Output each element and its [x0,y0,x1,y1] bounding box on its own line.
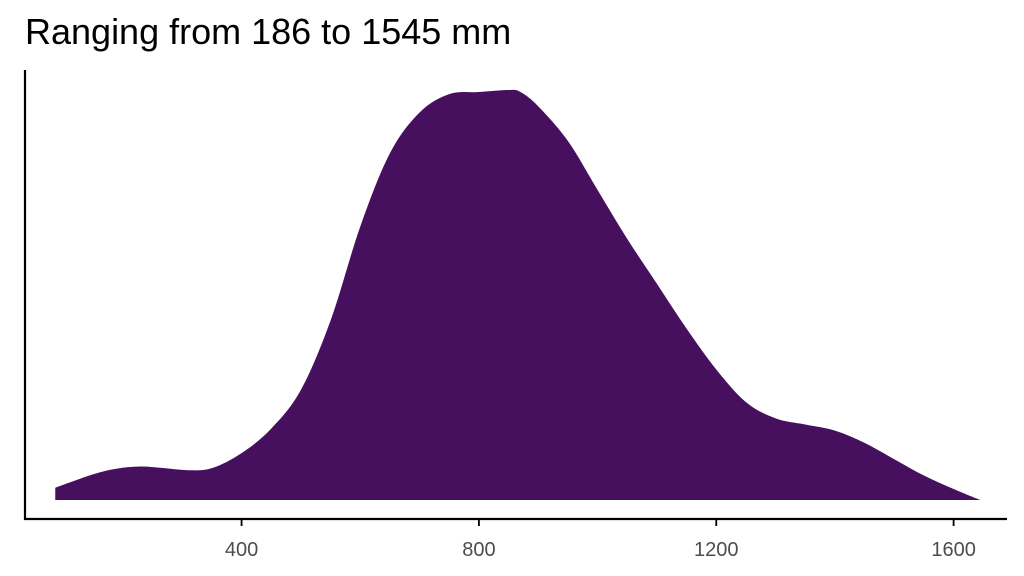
chart-title: Ranging from 186 to 1545 mm [25,11,512,52]
plot-area [55,89,981,501]
x-tick-label: 400 [225,539,258,561]
density-area [55,89,981,501]
axes: 400 800 1200 1600 [23,70,1007,561]
x-tick-label: 1600 [931,539,976,561]
x-tick-label: 1200 [694,539,739,561]
x-tick-label: 800 [462,539,495,561]
